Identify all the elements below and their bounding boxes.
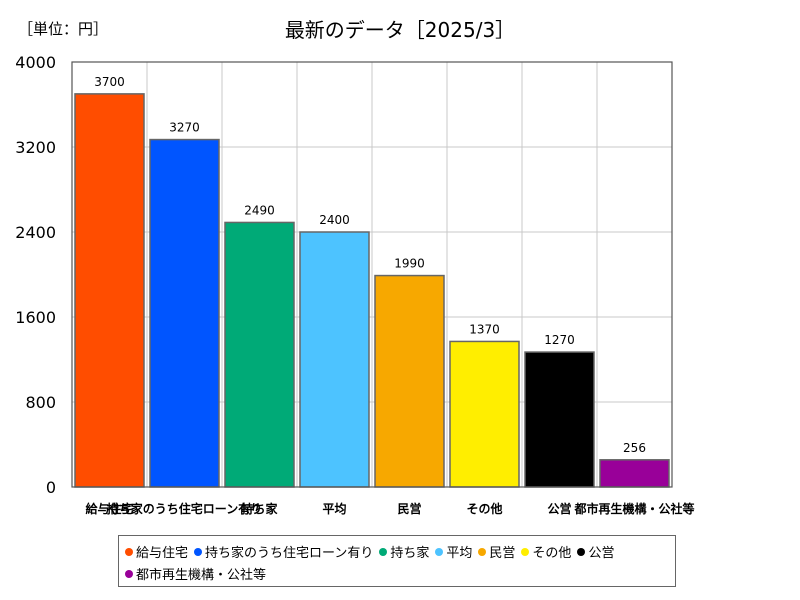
y-tick-label: 4000 (15, 53, 56, 72)
data-label: 256 (623, 441, 646, 455)
bar (74, 93, 145, 488)
data-label: 3270 (169, 121, 200, 135)
legend-marker-icon (125, 547, 133, 556)
y-tick-label: 3200 (15, 138, 56, 157)
x-tick-label: 民営 (397, 501, 421, 516)
bar (374, 274, 445, 488)
legend-marker-icon (379, 547, 388, 556)
bar (524, 351, 595, 488)
y-tick-label: 800 (25, 393, 56, 412)
axes: 0 800 1600 2400 3200 4000 給与住宅持ち家のうち住宅ローン有り持ち家… (15, 53, 694, 516)
x-tick-label: 持ち家のうち住宅ローン有り (107, 501, 262, 516)
legend-label: その他 (532, 546, 572, 561)
bars (74, 93, 670, 488)
legend-item: 持ち家のうち住宅ローン有り (194, 542, 373, 561)
legend-label: 民営 (489, 546, 516, 561)
x-tick-label: その他 (466, 501, 502, 516)
x-tick-label: 公営 (547, 501, 571, 516)
x-tick-label: 都市再生機構・公社等 (573, 501, 694, 516)
plot-border (71, 61, 673, 488)
legend-marker-icon (125, 569, 133, 578)
legend-label: 持ち家のうち住宅ローン有り (205, 546, 374, 561)
legend-label: 都市再生機構・公社等 (136, 568, 267, 583)
x-tick-label: 平均 (322, 501, 346, 516)
legend-row: 給与住宅 持ち家のうち住宅ローン有り 持ち家 平均 民営 その他 公営 (125, 542, 620, 561)
y-tick-label: 1600 (15, 308, 56, 327)
x-tick-label: 持ち家 (241, 501, 278, 516)
legend-row: 都市再生機構・公社等 (125, 564, 272, 583)
data-label: 3700 (94, 75, 125, 89)
legend-item: 平均 (435, 542, 472, 561)
legend-item: 給与住宅 (125, 542, 188, 561)
data-label: 1990 (394, 257, 425, 271)
legend-marker-icon (521, 547, 530, 556)
bar (299, 231, 370, 488)
legend-marker-icon (478, 547, 487, 556)
data-label: 2490 (244, 203, 275, 217)
y-tick-label: 2400 (15, 223, 56, 242)
legend-item: 持ち家 (379, 542, 429, 561)
legend-label: 公営 (588, 546, 615, 561)
legend-label: 持ち家 (390, 546, 430, 561)
legend-label: 平均 (446, 546, 473, 561)
bar (599, 459, 670, 488)
legend-item: その他 (521, 542, 571, 561)
legend-label: 給与住宅 (136, 546, 189, 561)
legend: 給与住宅 持ち家のうち住宅ローン有り 持ち家 平均 民営 その他 公営 都市再生機構・公社等 (118, 535, 676, 587)
bar (149, 138, 220, 488)
value-labels: 3700 3270 2490 2400 1990 1370 1270 256 (94, 75, 646, 455)
data-label: 1370 (469, 322, 500, 336)
legend-marker-icon (435, 547, 444, 556)
x-tick-label: 給与住宅 (85, 501, 133, 516)
legend-item: 都市再生機構・公社等 (125, 564, 266, 583)
chart-title: 最新のデータ［2025/3］ (284, 18, 516, 42)
data-label: 1270 (544, 333, 575, 347)
y-tick-label: 0 (46, 478, 56, 497)
bar (449, 340, 520, 488)
data-label: 2400 (319, 213, 350, 227)
bar (224, 221, 295, 488)
legend-marker-icon (577, 547, 586, 556)
legend-item: 民営 (478, 542, 515, 561)
legend-item: 公営 (577, 542, 614, 561)
unit-label: ［単位：円］ (18, 20, 109, 38)
legend-marker-icon (194, 547, 203, 556)
